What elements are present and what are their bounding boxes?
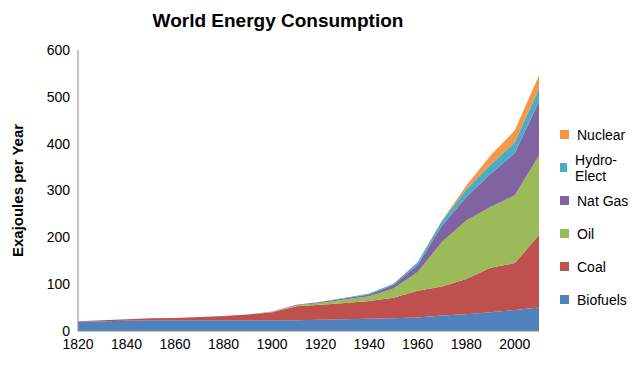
html-text:Biofuels: Biofuels — [577, 291, 627, 308]
svg-text:1940: 1940 — [354, 336, 385, 352]
svg-text:400: 400 — [47, 136, 71, 152]
svg-text:1920: 1920 — [305, 336, 336, 352]
svg-text:1980: 1980 — [451, 336, 482, 352]
svg-text:100: 100 — [47, 276, 71, 292]
svg-text:0: 0 — [62, 323, 70, 339]
svg-text:Exajoules per Year: Exajoules per Year — [9, 124, 26, 257]
html-text:Nat Gas: Nat Gas — [577, 192, 629, 209]
svg-text:600: 600 — [47, 42, 71, 58]
svg-text:1860: 1860 — [159, 336, 190, 352]
html-text:Nuclear: Nuclear — [577, 126, 626, 143]
svg-text:200: 200 — [47, 229, 71, 245]
svg-text:1840: 1840 — [111, 336, 142, 352]
html-text:Hydro-Elect: Hydro-Elect — [575, 151, 617, 184]
html-text:Oil: Oil — [577, 225, 595, 242]
html-text:World Energy Consumption: World Energy Consumption — [152, 10, 404, 31]
svg-text:300: 300 — [47, 182, 71, 198]
svg-text:1960: 1960 — [402, 336, 433, 352]
svg-text:1820: 1820 — [62, 335, 94, 352]
svg-text:2000: 2000 — [499, 336, 530, 352]
svg-text:1880: 1880 — [208, 336, 239, 352]
svg-text:1900: 1900 — [257, 336, 288, 352]
html-text:Coal: Coal — [577, 258, 606, 275]
svg-text:500: 500 — [47, 89, 71, 105]
